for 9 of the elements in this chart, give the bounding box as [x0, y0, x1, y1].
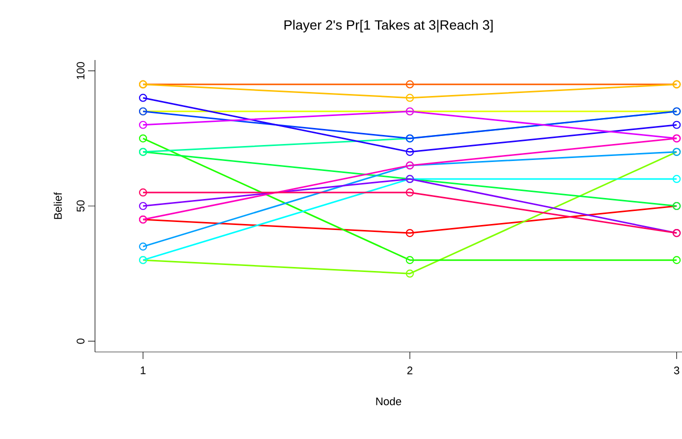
- y-tick-label: 0: [76, 338, 84, 344]
- y-tick-label: 100: [76, 62, 84, 80]
- x-tick-label: 3: [674, 366, 680, 374]
- chart-title: Player 2's Pr[1 Takes at 3|Reach 3]: [284, 20, 493, 32]
- y-tick-label: 50: [76, 200, 84, 212]
- x-tick-label: 2: [407, 366, 412, 374]
- x-tick-label: 1: [140, 366, 146, 374]
- y-axis-title: Belief: [54, 192, 62, 219]
- x-axis-title: Node: [376, 397, 402, 406]
